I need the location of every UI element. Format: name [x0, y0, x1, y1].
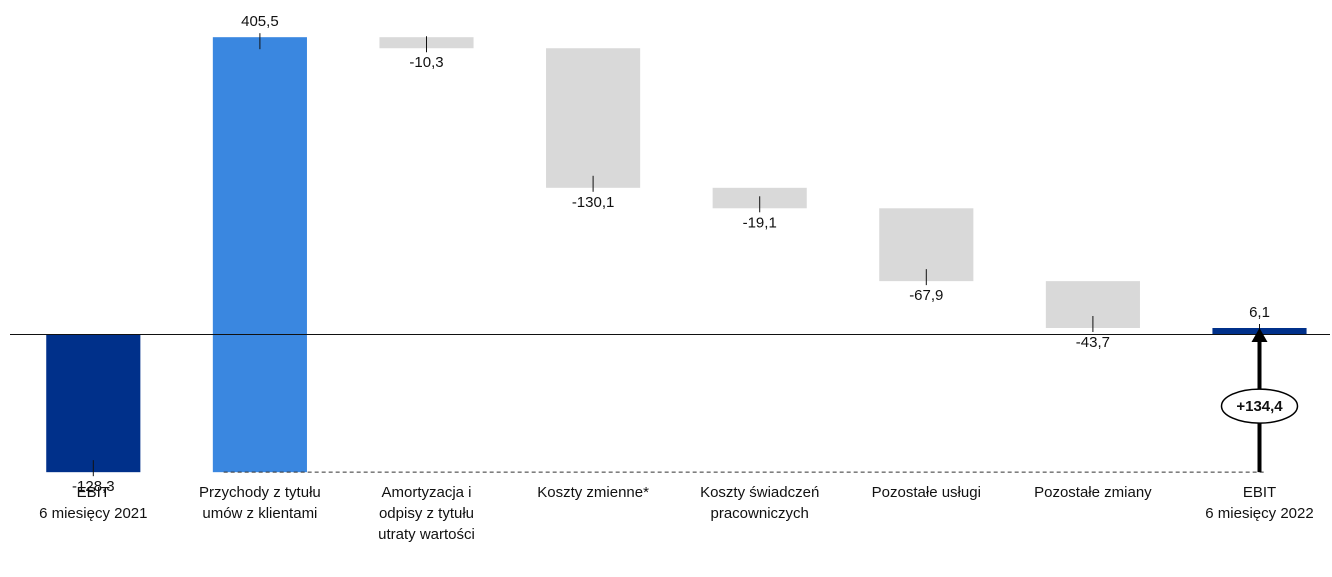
x-tick-label: EBIT 6 miesięcy 2022 [1205, 484, 1314, 522]
value-label: -19,1 [743, 214, 777, 231]
bar [212, 37, 307, 473]
bar [546, 48, 641, 188]
x-tick-label: Przychody z tytułu umów z klientami [199, 484, 321, 522]
value-label: -128,3 [72, 478, 115, 495]
x-tick-label: Pozostałe usługi [871, 484, 981, 501]
value-label: -10,3 [409, 54, 443, 71]
x-tick-label: Amortyzacja i odpisy z tytułu utraty war… [378, 484, 475, 543]
x-tick-label: EBIT 6 miesięcy 2021 [39, 484, 148, 522]
value-label: -43,7 [1076, 334, 1110, 351]
annotation-label: +134,4 [1236, 398, 1283, 415]
value-label: -130,1 [572, 194, 615, 211]
annotation-badge [1220, 388, 1299, 424]
x-tick-label: Koszty świadczeń pracowniczych [700, 484, 820, 522]
arrow-head [1251, 328, 1268, 343]
value-label: -67,9 [909, 287, 943, 304]
x-tick-label: Pozostałe zmiany [1034, 484, 1152, 501]
bar [879, 208, 974, 282]
x-tick-label: Koszty zmienne* [537, 484, 649, 501]
bar [46, 334, 141, 473]
value-label: 6,1 [1249, 304, 1270, 321]
value-label: 405,5 [241, 13, 279, 30]
